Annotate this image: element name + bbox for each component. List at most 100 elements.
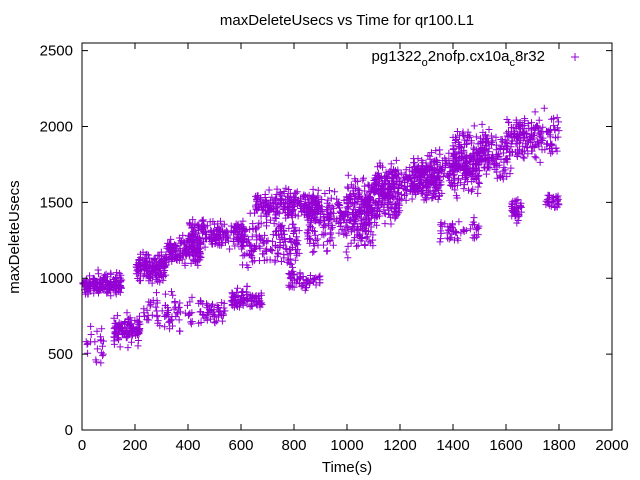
- data-point: [437, 219, 445, 227]
- data-point: [166, 318, 174, 326]
- x-tick-label: 800: [281, 437, 306, 454]
- data-point: [398, 195, 406, 203]
- data-point: [468, 187, 476, 195]
- data-point: [406, 175, 414, 183]
- data-point: [125, 315, 133, 323]
- data-point: [532, 123, 540, 131]
- data-point: [172, 303, 180, 311]
- data-point: [277, 188, 285, 196]
- data-point: [434, 172, 442, 180]
- data-point: [392, 156, 400, 164]
- data-point: [154, 319, 162, 327]
- data-point: [347, 239, 355, 247]
- data-point: [93, 345, 101, 353]
- data-point: [474, 173, 482, 181]
- data-point: [87, 331, 95, 339]
- data-point: [398, 182, 406, 190]
- data-point: [470, 145, 478, 153]
- data-point: [416, 177, 424, 185]
- data-point: [220, 299, 228, 307]
- data-point: [552, 144, 560, 152]
- data-point: [520, 127, 528, 135]
- data-point: [305, 191, 313, 199]
- data-point: [342, 248, 350, 256]
- x-axis-label: Time(s): [322, 459, 372, 476]
- data-point: [249, 220, 257, 228]
- data-point: [371, 179, 379, 187]
- data-point: [171, 242, 179, 250]
- data-point: [127, 320, 135, 328]
- data-point: [216, 307, 224, 315]
- data-point: [280, 198, 288, 206]
- data-point: [536, 133, 544, 141]
- data-point: [478, 120, 486, 128]
- data-point: [205, 308, 213, 316]
- data-point: [84, 339, 92, 347]
- data-point: [384, 174, 392, 182]
- data-point: [152, 303, 160, 311]
- data-point: [196, 234, 204, 242]
- data-point: [147, 298, 155, 306]
- data-point: [422, 159, 430, 167]
- data-point: [361, 197, 369, 205]
- data-point: [197, 308, 205, 316]
- data-point: [215, 308, 223, 316]
- data-point: [176, 327, 184, 335]
- y-tick-label: 1500: [40, 194, 73, 211]
- data-point: [518, 122, 526, 130]
- legend-label-part: o: [422, 57, 428, 69]
- data-point: [237, 297, 245, 305]
- data-point: [144, 251, 152, 259]
- data-point: [250, 297, 258, 305]
- data-point: [488, 132, 496, 140]
- data-point: [457, 144, 465, 152]
- data-point: [377, 185, 385, 193]
- data-point: [116, 282, 124, 290]
- data-point: [297, 194, 305, 202]
- data-point: [516, 118, 524, 126]
- data-point: [466, 225, 474, 233]
- data-point: [476, 134, 484, 142]
- data-point: [489, 137, 497, 145]
- data-point: [455, 149, 463, 157]
- data-point: [428, 194, 436, 202]
- data-point: [238, 288, 246, 296]
- data-point: [286, 271, 294, 279]
- data-point: [289, 192, 297, 200]
- data-point: [329, 241, 337, 249]
- data-point: [470, 122, 478, 130]
- data-point: [401, 191, 409, 199]
- data-point: [395, 170, 403, 178]
- data-point: [550, 122, 558, 130]
- data-point: [208, 236, 216, 244]
- data-point: [474, 189, 482, 197]
- data-point: [314, 235, 322, 243]
- data-point: [196, 238, 204, 246]
- data-point: [436, 238, 444, 246]
- data-point: [309, 192, 317, 200]
- data-point: [200, 314, 208, 322]
- data-point: [509, 197, 517, 205]
- data-point: [263, 222, 271, 230]
- data-point: [150, 267, 158, 275]
- x-tick-label: 200: [122, 437, 147, 454]
- data-point: [94, 266, 102, 274]
- data-point: [426, 155, 434, 163]
- data-point: [295, 280, 303, 288]
- data-point: [455, 218, 463, 226]
- data-point: [97, 359, 105, 367]
- data-point: [96, 279, 104, 287]
- legend-marker: [571, 53, 579, 61]
- data-point: [412, 190, 420, 198]
- data-point: [336, 214, 344, 222]
- data-point: [355, 232, 363, 240]
- data-point: [261, 190, 269, 198]
- data-point: [466, 154, 474, 162]
- data-point: [86, 272, 94, 280]
- data-point: [361, 187, 369, 195]
- data-point: [343, 200, 351, 208]
- data-point: [188, 232, 196, 240]
- data-point: [487, 140, 495, 148]
- data-point: [421, 167, 429, 175]
